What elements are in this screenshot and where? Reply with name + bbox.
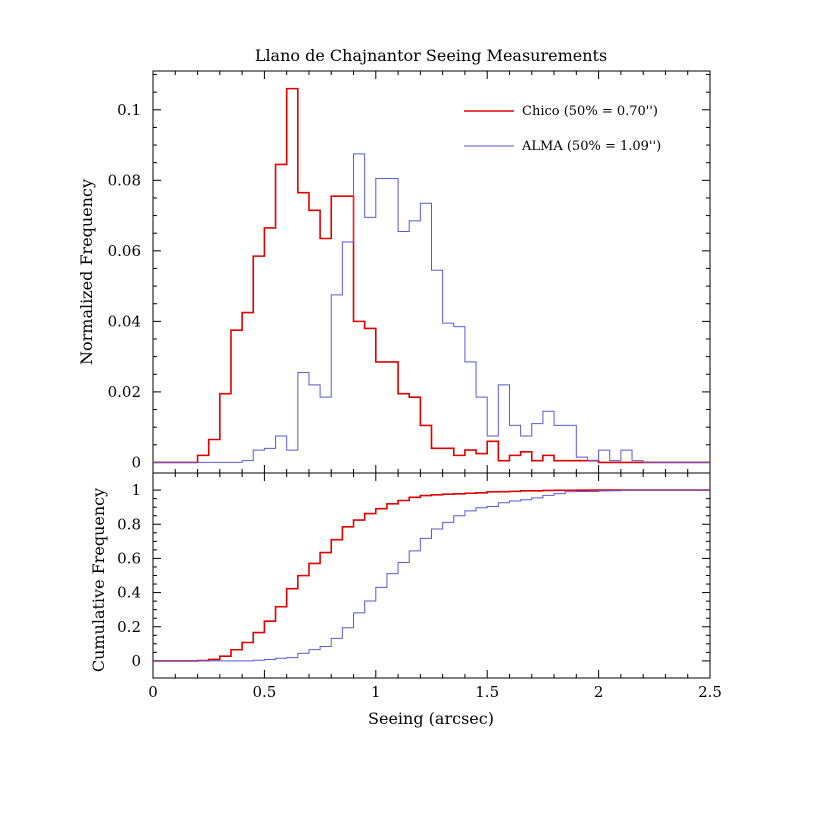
y-tick-label-histogram: 0.02 — [108, 383, 141, 401]
cumulative-panel-frame — [152, 472, 711, 679]
chart-title: Llano de Chajnantor Seeing Measurements — [255, 46, 607, 65]
cumulative-line-chico — [153, 489, 710, 662]
x-tick-label: 1.5 — [475, 683, 499, 701]
y-tick-label-histogram: 0.08 — [108, 171, 141, 189]
x-tick-label: 1 — [371, 683, 381, 701]
y-tick-label-histogram: 0.1 — [117, 101, 141, 119]
x-tick-label: 0 — [148, 683, 158, 701]
legend-label-chico: Chico (50% = 0.70'') — [522, 104, 658, 119]
y-tick-label-cumulative: 0.2 — [117, 618, 141, 636]
legend-label-alma: ALMA (50% = 1.09'') — [521, 139, 661, 154]
y-tick-label-cumulative: 0 — [131, 652, 141, 670]
y-axis-label-cumulative: Cumulative Frequency — [89, 488, 108, 672]
plot-area: 0 0.5 1 1.5 2 2.5 0 0.02 0.04 0.06 0.08 0.1 0 0.2 0.4 0… — [108, 70, 722, 701]
y-tick-label-cumulative: 0.4 — [117, 584, 141, 602]
x-tick-label: 0.5 — [252, 683, 276, 701]
y-tick-label-cumulative: 0.8 — [117, 515, 141, 533]
y-tick-label-cumulative: 0.6 — [117, 549, 141, 567]
x-axis-label: Seeing (arcsec) — [368, 709, 494, 728]
x-tick-label: 2.5 — [698, 683, 722, 701]
histogram-line-alma — [153, 153, 710, 463]
y-tick-label-histogram: 0.06 — [108, 242, 141, 260]
histogram-line-chico — [153, 87, 710, 464]
histogram-panel-frame — [152, 70, 711, 474]
x-tick-label: 2 — [594, 683, 604, 701]
y-tick-label-histogram: 0 — [131, 453, 141, 471]
y-axis-label-histogram: Normalized Frequency — [77, 179, 96, 365]
y-tick-label-histogram: 0.04 — [108, 312, 141, 330]
cumulative-line-alma — [153, 489, 710, 662]
legend: Chico (50% = 0.70'') ALMA (50% = 1.09'') — [464, 104, 661, 154]
y-tick-label-cumulative: 1 — [131, 481, 141, 499]
